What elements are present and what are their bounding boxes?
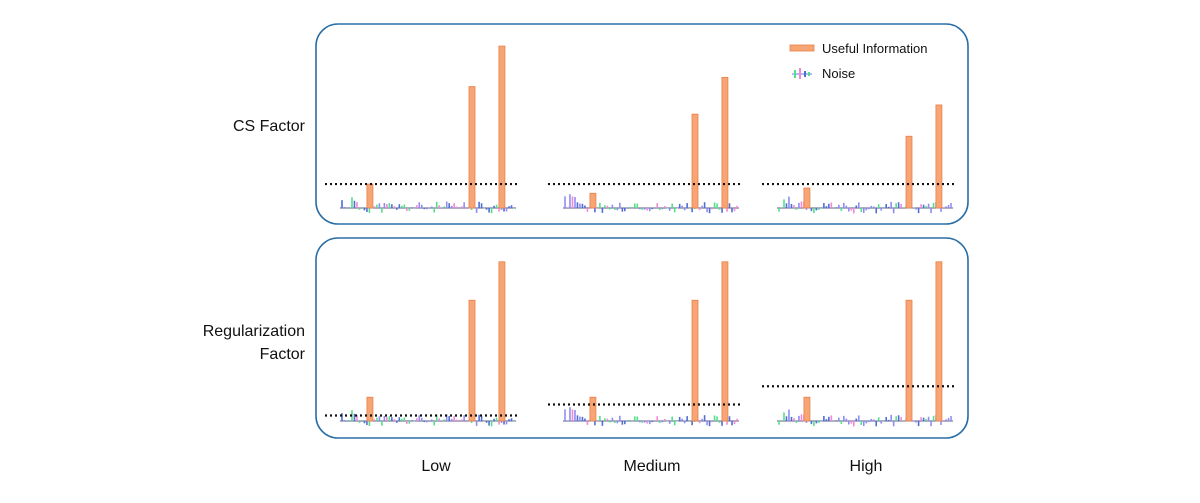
column-label-low: Low: [421, 458, 451, 475]
legend-useful-swatch: [789, 44, 815, 52]
useful-signal-bar: [905, 135, 913, 209]
column-label-high: High: [849, 458, 883, 475]
row-label-regularization-factor: Regularization Factor: [170, 320, 305, 366]
useful-signal-bar: [905, 299, 913, 422]
useful-signal-bar: [691, 113, 699, 209]
useful-signal-bar: [589, 396, 597, 422]
legend-noise-swatch: [792, 68, 812, 79]
useful-signal-bar: [468, 299, 476, 422]
row-label-line-1: Regularization: [202, 323, 305, 340]
useful-signal-bar: [721, 76, 729, 209]
useful-signal-bar: [498, 261, 506, 422]
useful-signal-bar: [589, 192, 597, 209]
useful-signal-bar: [935, 104, 943, 209]
useful-signal-bar: [721, 261, 729, 422]
legend-noise-label: Noise: [822, 66, 855, 81]
legend: Useful Information Noise: [789, 41, 928, 81]
panel-cs-factor: [315, 23, 969, 225]
row-label-line-2: Factor: [259, 346, 305, 363]
useful-signal-bar: [498, 45, 506, 209]
useful-signal-bar: [803, 396, 811, 422]
bars-layer: [340, 45, 953, 427]
threshold-layer: [325, 182, 955, 417]
useful-signal-bar: [366, 396, 374, 422]
useful-signal-bar: [366, 183, 374, 209]
useful-signal-bar: [691, 299, 699, 422]
useful-signal-bar: [935, 261, 943, 422]
useful-signal-bar: [803, 187, 811, 209]
legend-useful-label: Useful Information: [822, 41, 928, 56]
row-label-cs-factor: CS Factor: [232, 118, 305, 135]
column-label-medium: Medium: [623, 458, 681, 475]
useful-signal-bar: [468, 86, 476, 209]
panel-regularization-factor: [315, 237, 969, 439]
